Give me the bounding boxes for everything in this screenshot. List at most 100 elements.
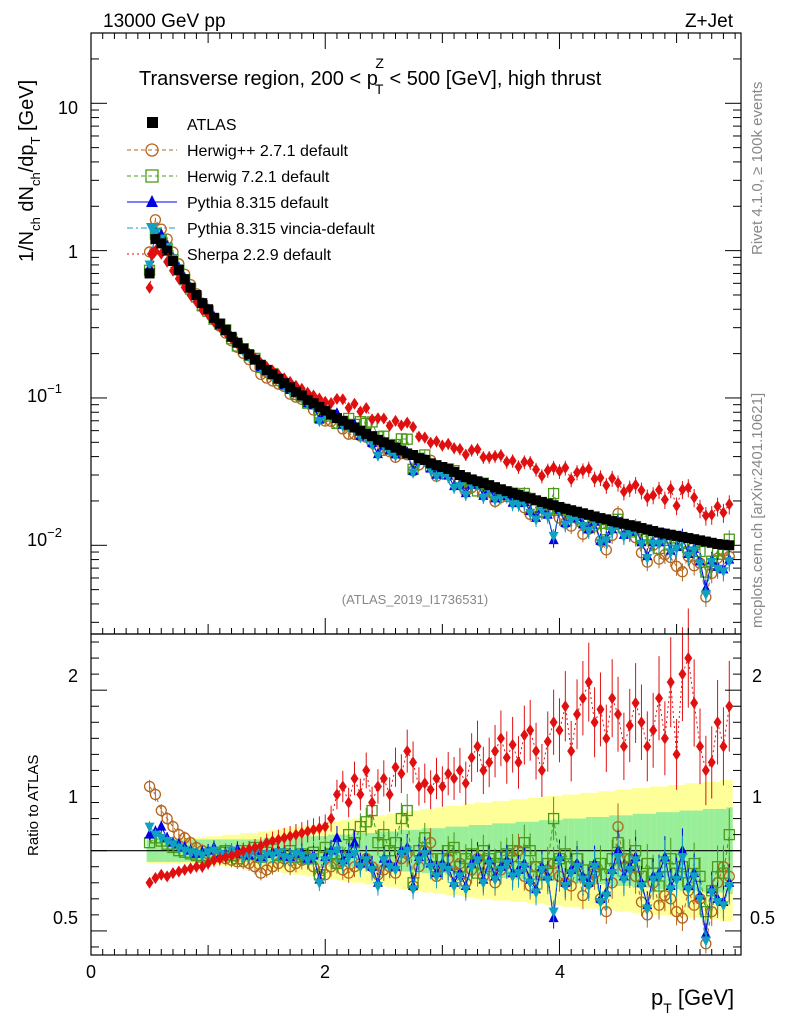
- data-point-ratio: [397, 767, 406, 780]
- data-point-ratio: [438, 780, 447, 793]
- data-point-ratio: [472, 856, 483, 867]
- legend-label-atlas: ATLAS: [187, 117, 237, 134]
- data-point-ratio: [308, 853, 319, 864]
- data-point-atlas: [618, 518, 629, 529]
- data-point-main: [706, 558, 717, 569]
- data-point-main: [409, 420, 418, 433]
- data-point-ratio: [690, 697, 699, 710]
- data-point-atlas: [273, 373, 284, 384]
- data-point-ratio: [168, 867, 177, 880]
- data-point-atlas: [302, 394, 313, 405]
- data-point-atlas: [677, 531, 688, 542]
- data-point-atlas: [384, 439, 395, 450]
- data-point-ratio: [250, 841, 259, 854]
- data-point-ratio: [613, 853, 624, 864]
- data-point-main: [672, 499, 681, 512]
- data-point-ratio: [331, 831, 342, 842]
- data-point-ratio: [717, 867, 730, 879]
- data-point-ratio: [524, 845, 536, 857]
- data-point-main: [526, 456, 535, 469]
- data-point-main: [444, 437, 453, 450]
- data-point-ratio: [372, 837, 384, 849]
- data-point-main: [525, 508, 536, 519]
- data-point-ratio: [280, 831, 289, 844]
- data-point-ratio: [209, 854, 218, 867]
- data-point-ratio: [713, 716, 722, 729]
- legend-label: Herwig 7.2.1 default: [187, 169, 330, 186]
- data-point-main: [655, 483, 664, 496]
- analysis-watermark: (ATLAS_2019_I1736531): [342, 592, 488, 607]
- data-point-ratio: [683, 885, 694, 896]
- data-point-atlas: [583, 509, 594, 520]
- data-point-atlas: [408, 450, 419, 461]
- data-point-atlas: [290, 386, 301, 397]
- data-point-atlas: [560, 503, 571, 514]
- data-point-ratio: [368, 796, 377, 809]
- data-point-ratio: [431, 872, 442, 883]
- data-point-main: [344, 401, 353, 414]
- data-point-ratio: [624, 865, 635, 876]
- data-point-atlas: [554, 501, 565, 512]
- data-point-ratio: [525, 878, 536, 889]
- data-point-main: [502, 455, 511, 468]
- data-point-main: [432, 435, 441, 448]
- data-point-ratio: [572, 862, 583, 873]
- data-point-main: [454, 482, 465, 493]
- data-point-ratio: [561, 700, 570, 713]
- data-point-main: [478, 493, 489, 504]
- data-point-main: [438, 439, 447, 452]
- data-point-main: [450, 442, 459, 455]
- data-point-main: [513, 500, 524, 511]
- data-point-ratio: [186, 862, 195, 875]
- data-point-main: [684, 481, 693, 494]
- data-point-ratio: [320, 856, 331, 867]
- plot-title: Transverse region, 200 < pTZ < 500 [GeV]…: [139, 55, 602, 97]
- data-point-atlas: [413, 453, 424, 464]
- data-point-atlas: [337, 415, 348, 426]
- data-point-ratio: [291, 828, 300, 841]
- data-point-main: [643, 491, 652, 504]
- data-point-main: [700, 566, 712, 578]
- process-label: Z+Jet: [685, 11, 734, 32]
- legend-marker: [146, 195, 158, 207]
- data-point-atlas: [589, 511, 600, 522]
- data-point-atlas: [624, 520, 635, 531]
- data-point-ratio: [315, 822, 324, 835]
- data-point-ratio: [143, 780, 156, 793]
- data-point-ratio: [425, 862, 436, 873]
- data-point-ratio: [724, 881, 735, 892]
- data-point-ratio: [547, 812, 560, 825]
- data-point-atlas: [361, 428, 372, 439]
- data-point-main: [649, 489, 658, 502]
- data-point-ratio: [262, 836, 271, 849]
- data-point-atlas: [220, 324, 231, 335]
- data-point-ratio: [701, 764, 710, 777]
- data-point-atlas: [460, 472, 471, 483]
- data-point-main: [549, 461, 558, 474]
- data-point-main: [718, 567, 729, 578]
- data-point-main: [573, 466, 582, 479]
- data-point-ratio: [485, 756, 494, 769]
- data-point-ratio: [684, 652, 693, 665]
- data-point-atlas: [267, 369, 278, 380]
- data-point-atlas: [648, 526, 659, 537]
- ratio-ytick-1: 1: [68, 787, 78, 807]
- data-point-ratio: [711, 861, 724, 873]
- data-point-ratio: [700, 936, 711, 947]
- data-point-ratio: [641, 857, 653, 870]
- data-point-atlas: [449, 466, 460, 477]
- data-point-main: [689, 546, 700, 557]
- data-point-ratio: [437, 862, 448, 873]
- ratio-ytick-2-right: 2: [752, 666, 762, 686]
- data-point-ratio: [395, 812, 408, 825]
- data-point-ratio: [314, 878, 325, 889]
- data-point-atlas: [355, 425, 366, 436]
- data-point-ratio: [450, 772, 459, 785]
- data-point-ratio: [566, 869, 577, 880]
- data-point-ratio: [338, 780, 347, 793]
- data-point-atlas: [238, 343, 249, 354]
- data-point-ratio: [607, 869, 618, 880]
- data-point-ratio: [648, 875, 659, 886]
- main-ytick-0.01: 10−2: [27, 525, 62, 550]
- data-point-ratio: [350, 772, 359, 785]
